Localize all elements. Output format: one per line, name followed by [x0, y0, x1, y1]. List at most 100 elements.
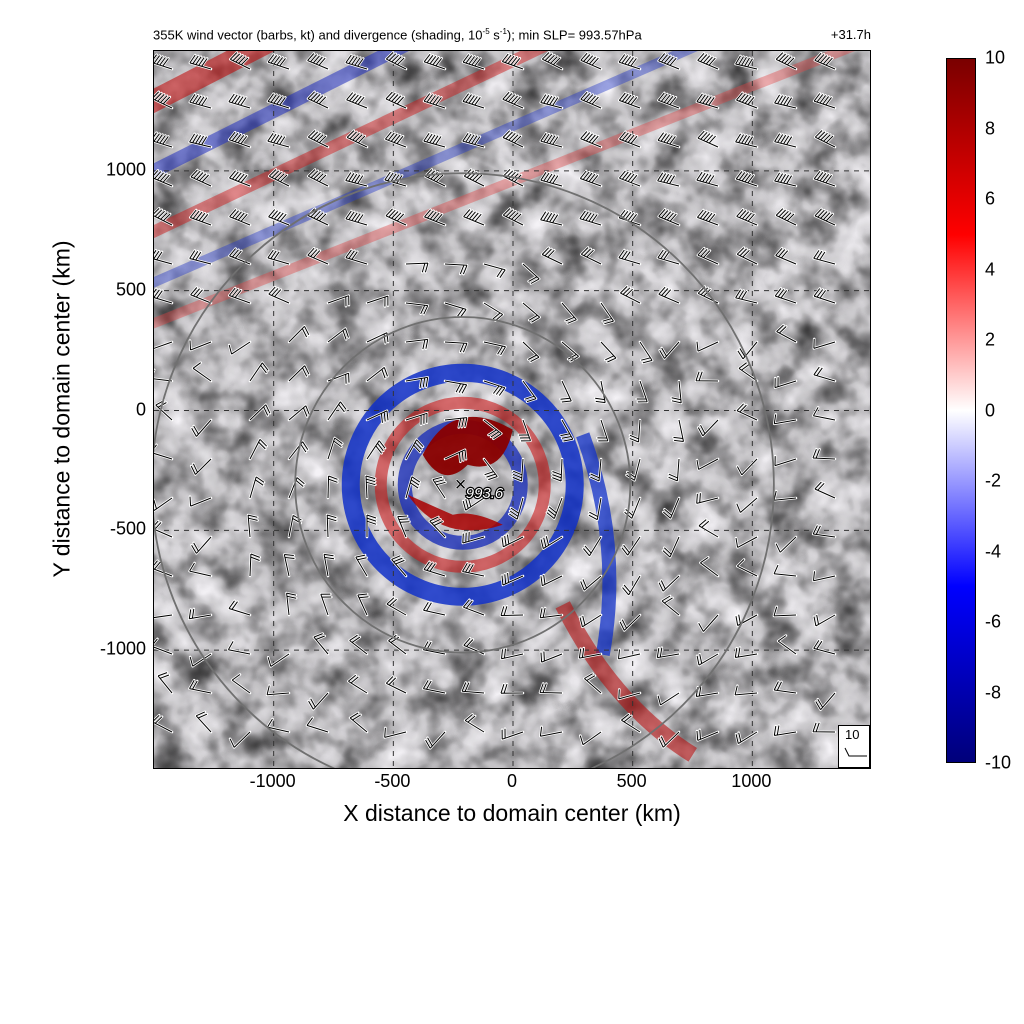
wind-barb [345, 210, 368, 226]
wind-barb [229, 52, 251, 70]
wind-barb [579, 614, 602, 628]
y-tick-label: 500 [115, 279, 146, 300]
wind-barb [190, 169, 212, 187]
wind-barb [697, 209, 719, 226]
wind-barb [774, 94, 797, 109]
wind-barb [463, 599, 485, 616]
mid-positive-ring [374, 396, 551, 573]
wind-barb [502, 208, 524, 226]
wind-barb [697, 247, 719, 265]
wind-barb [656, 647, 680, 659]
chart-title: 355K wind vector (barbs, kt) and diverge… [153, 27, 642, 43]
wind-barb [736, 497, 758, 513]
wind-barb [539, 683, 563, 694]
wind-barb [366, 514, 377, 537]
wind-barb [662, 536, 680, 558]
wind-barb [429, 516, 446, 538]
wind-barb [579, 731, 602, 746]
wind-barb [580, 575, 602, 591]
wind-barb [405, 338, 429, 350]
wind-barb [501, 534, 524, 548]
wind-barb [583, 536, 602, 557]
wind-barb [423, 561, 446, 577]
wind-barb [423, 53, 446, 70]
wind-barb [247, 514, 258, 538]
wind-barb [697, 286, 719, 304]
wind-barb [348, 674, 368, 694]
wind-barb [696, 341, 719, 352]
wind-barb [661, 595, 680, 616]
wind-barb [345, 249, 368, 265]
plot-area: × 993.6 [153, 50, 871, 769]
wind-barb [386, 597, 407, 616]
wind-barb [189, 54, 212, 70]
wind-barb [695, 371, 719, 382]
wind-barb [697, 130, 719, 148]
wind-barb [776, 324, 797, 343]
wind-barb [405, 412, 428, 425]
y-tick-label: 1000 [105, 159, 146, 180]
colorbar-tick-label: 6 [985, 188, 996, 209]
wind-barb [773, 606, 797, 617]
wind-barb [366, 410, 389, 423]
wind-barb [814, 208, 836, 226]
wind-barb [501, 648, 524, 660]
wind-barb [502, 130, 524, 148]
wind-barb [736, 247, 758, 265]
wind-barb [327, 437, 343, 460]
wind-barb [697, 419, 719, 437]
wind-barb [228, 600, 251, 616]
wind-barb [307, 53, 329, 70]
wind-barb [813, 640, 836, 655]
wind-barb [154, 614, 173, 619]
wind-barb [385, 676, 407, 694]
wind-barb [192, 362, 212, 382]
wind-barb [444, 341, 468, 353]
wind-barb [444, 449, 467, 462]
wind-barb [384, 727, 407, 738]
wind-barb [813, 571, 836, 582]
wind-barb [267, 249, 290, 265]
wind-barb [189, 94, 212, 109]
wind-barb [385, 131, 407, 148]
wind-barb [662, 497, 680, 519]
wind-barb [405, 262, 429, 273]
wind-barb [668, 458, 680, 482]
wind-barb [249, 404, 271, 421]
wind-barb [154, 560, 173, 577]
colorbar [946, 58, 976, 763]
wind-barb [812, 525, 836, 538]
wind-barb [657, 172, 680, 187]
wind-barb [462, 531, 485, 544]
wind-barb [355, 554, 368, 577]
wind-barb [422, 680, 446, 694]
wind-barb [366, 295, 389, 307]
wind-barb [267, 93, 290, 109]
wind-barb [365, 475, 376, 499]
wind-barb [327, 401, 347, 421]
wind-barb [560, 419, 574, 442]
wind-barb [698, 614, 719, 632]
wind-barb [154, 170, 173, 187]
wind-barb [522, 341, 540, 363]
wind-barb [266, 685, 290, 696]
wind-barb [268, 169, 290, 187]
x-tick-label: -500 [374, 771, 411, 791]
wind-barb [231, 674, 251, 694]
min-slp-label: 993.6 [466, 485, 504, 502]
wind-barb [154, 638, 173, 655]
wind-barb [540, 574, 563, 587]
wind-barb [600, 341, 617, 363]
wind-barb [307, 91, 329, 109]
wind-barb [385, 52, 407, 70]
x-tick-label: 1000 [731, 771, 772, 791]
wind-barb [658, 92, 680, 109]
wind-barb [639, 341, 653, 364]
forecast-time: +31.7h [830, 27, 871, 42]
wind-barb [307, 169, 329, 187]
wind-barb [539, 607, 563, 619]
wind-barb [540, 172, 563, 187]
wind-barb [696, 729, 719, 741]
wind-barb [462, 133, 485, 148]
wind-barb [735, 55, 758, 70]
